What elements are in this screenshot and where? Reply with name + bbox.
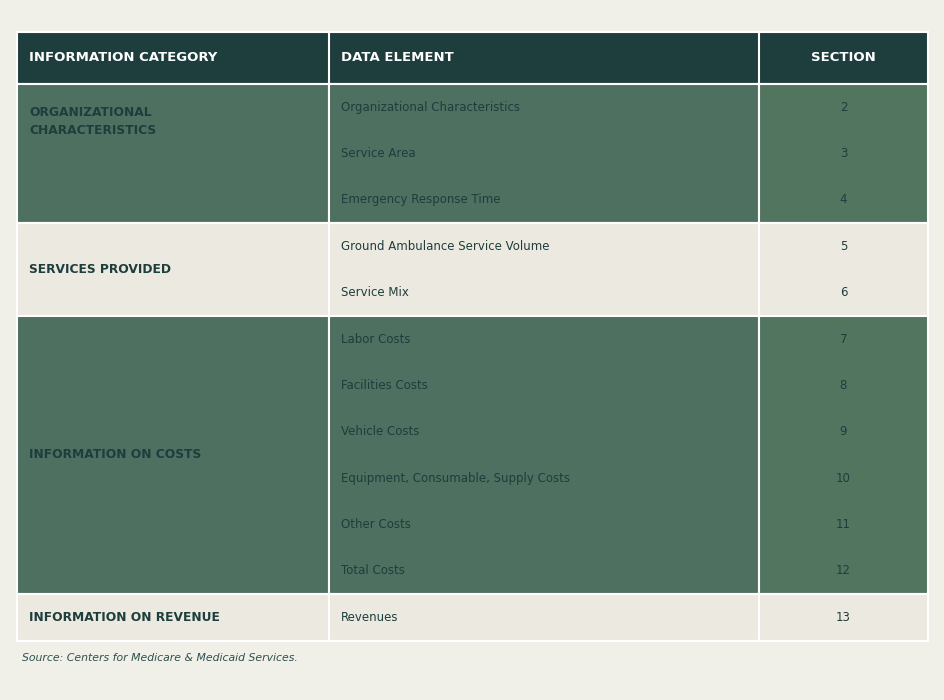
Text: Organizational Characteristics: Organizational Characteristics [341,101,519,113]
Text: INFORMATION CATEGORY: INFORMATION CATEGORY [29,51,217,64]
Text: Equipment, Consumable, Supply Costs: Equipment, Consumable, Supply Costs [341,472,569,484]
Text: Service Mix: Service Mix [341,286,409,299]
Text: 3: 3 [839,147,846,160]
Text: 5: 5 [839,240,846,253]
Text: Revenues: Revenues [341,611,398,624]
Bar [329,594,758,640]
Bar [758,316,927,594]
Text: Vehicle Costs: Vehicle Costs [341,426,419,438]
Text: 9: 9 [839,426,846,438]
Text: INFORMATION ON REVENUE: INFORMATION ON REVENUE [29,611,220,624]
Bar [758,594,927,640]
Bar [17,32,927,84]
Bar [329,223,758,316]
Bar [17,223,329,316]
Text: SECTION: SECTION [810,51,875,64]
Text: 12: 12 [835,564,850,578]
Text: Service Area: Service Area [341,147,415,160]
Text: 11: 11 [835,518,850,531]
Text: Total Costs: Total Costs [341,564,405,578]
Text: Other Costs: Other Costs [341,518,411,531]
Text: SERVICES PROVIDED: SERVICES PROVIDED [29,263,171,276]
Bar [17,84,329,223]
Text: DATA ELEMENT: DATA ELEMENT [341,51,453,64]
Text: Emergency Response Time: Emergency Response Time [341,193,500,206]
Text: INFORMATION ON COSTS: INFORMATION ON COSTS [29,449,201,461]
Bar [329,316,758,594]
Text: Labor Costs: Labor Costs [341,332,411,346]
Text: 7: 7 [839,332,846,346]
Text: ORGANIZATIONAL
CHARACTERISTICS: ORGANIZATIONAL CHARACTERISTICS [29,106,157,137]
Bar [329,84,758,223]
Text: Source: Centers for Medicare & Medicaid Services.: Source: Centers for Medicare & Medicaid … [22,653,297,663]
Text: Facilities Costs: Facilities Costs [341,379,428,392]
Text: 8: 8 [839,379,846,392]
Bar [17,316,329,594]
Text: 6: 6 [839,286,846,299]
Text: 13: 13 [835,611,850,624]
Text: 2: 2 [839,101,846,113]
Text: 10: 10 [835,472,850,484]
Bar [758,84,927,223]
Text: Ground Ambulance Service Volume: Ground Ambulance Service Volume [341,240,549,253]
Bar [17,594,329,640]
Text: 4: 4 [839,193,846,206]
Bar [758,223,927,316]
